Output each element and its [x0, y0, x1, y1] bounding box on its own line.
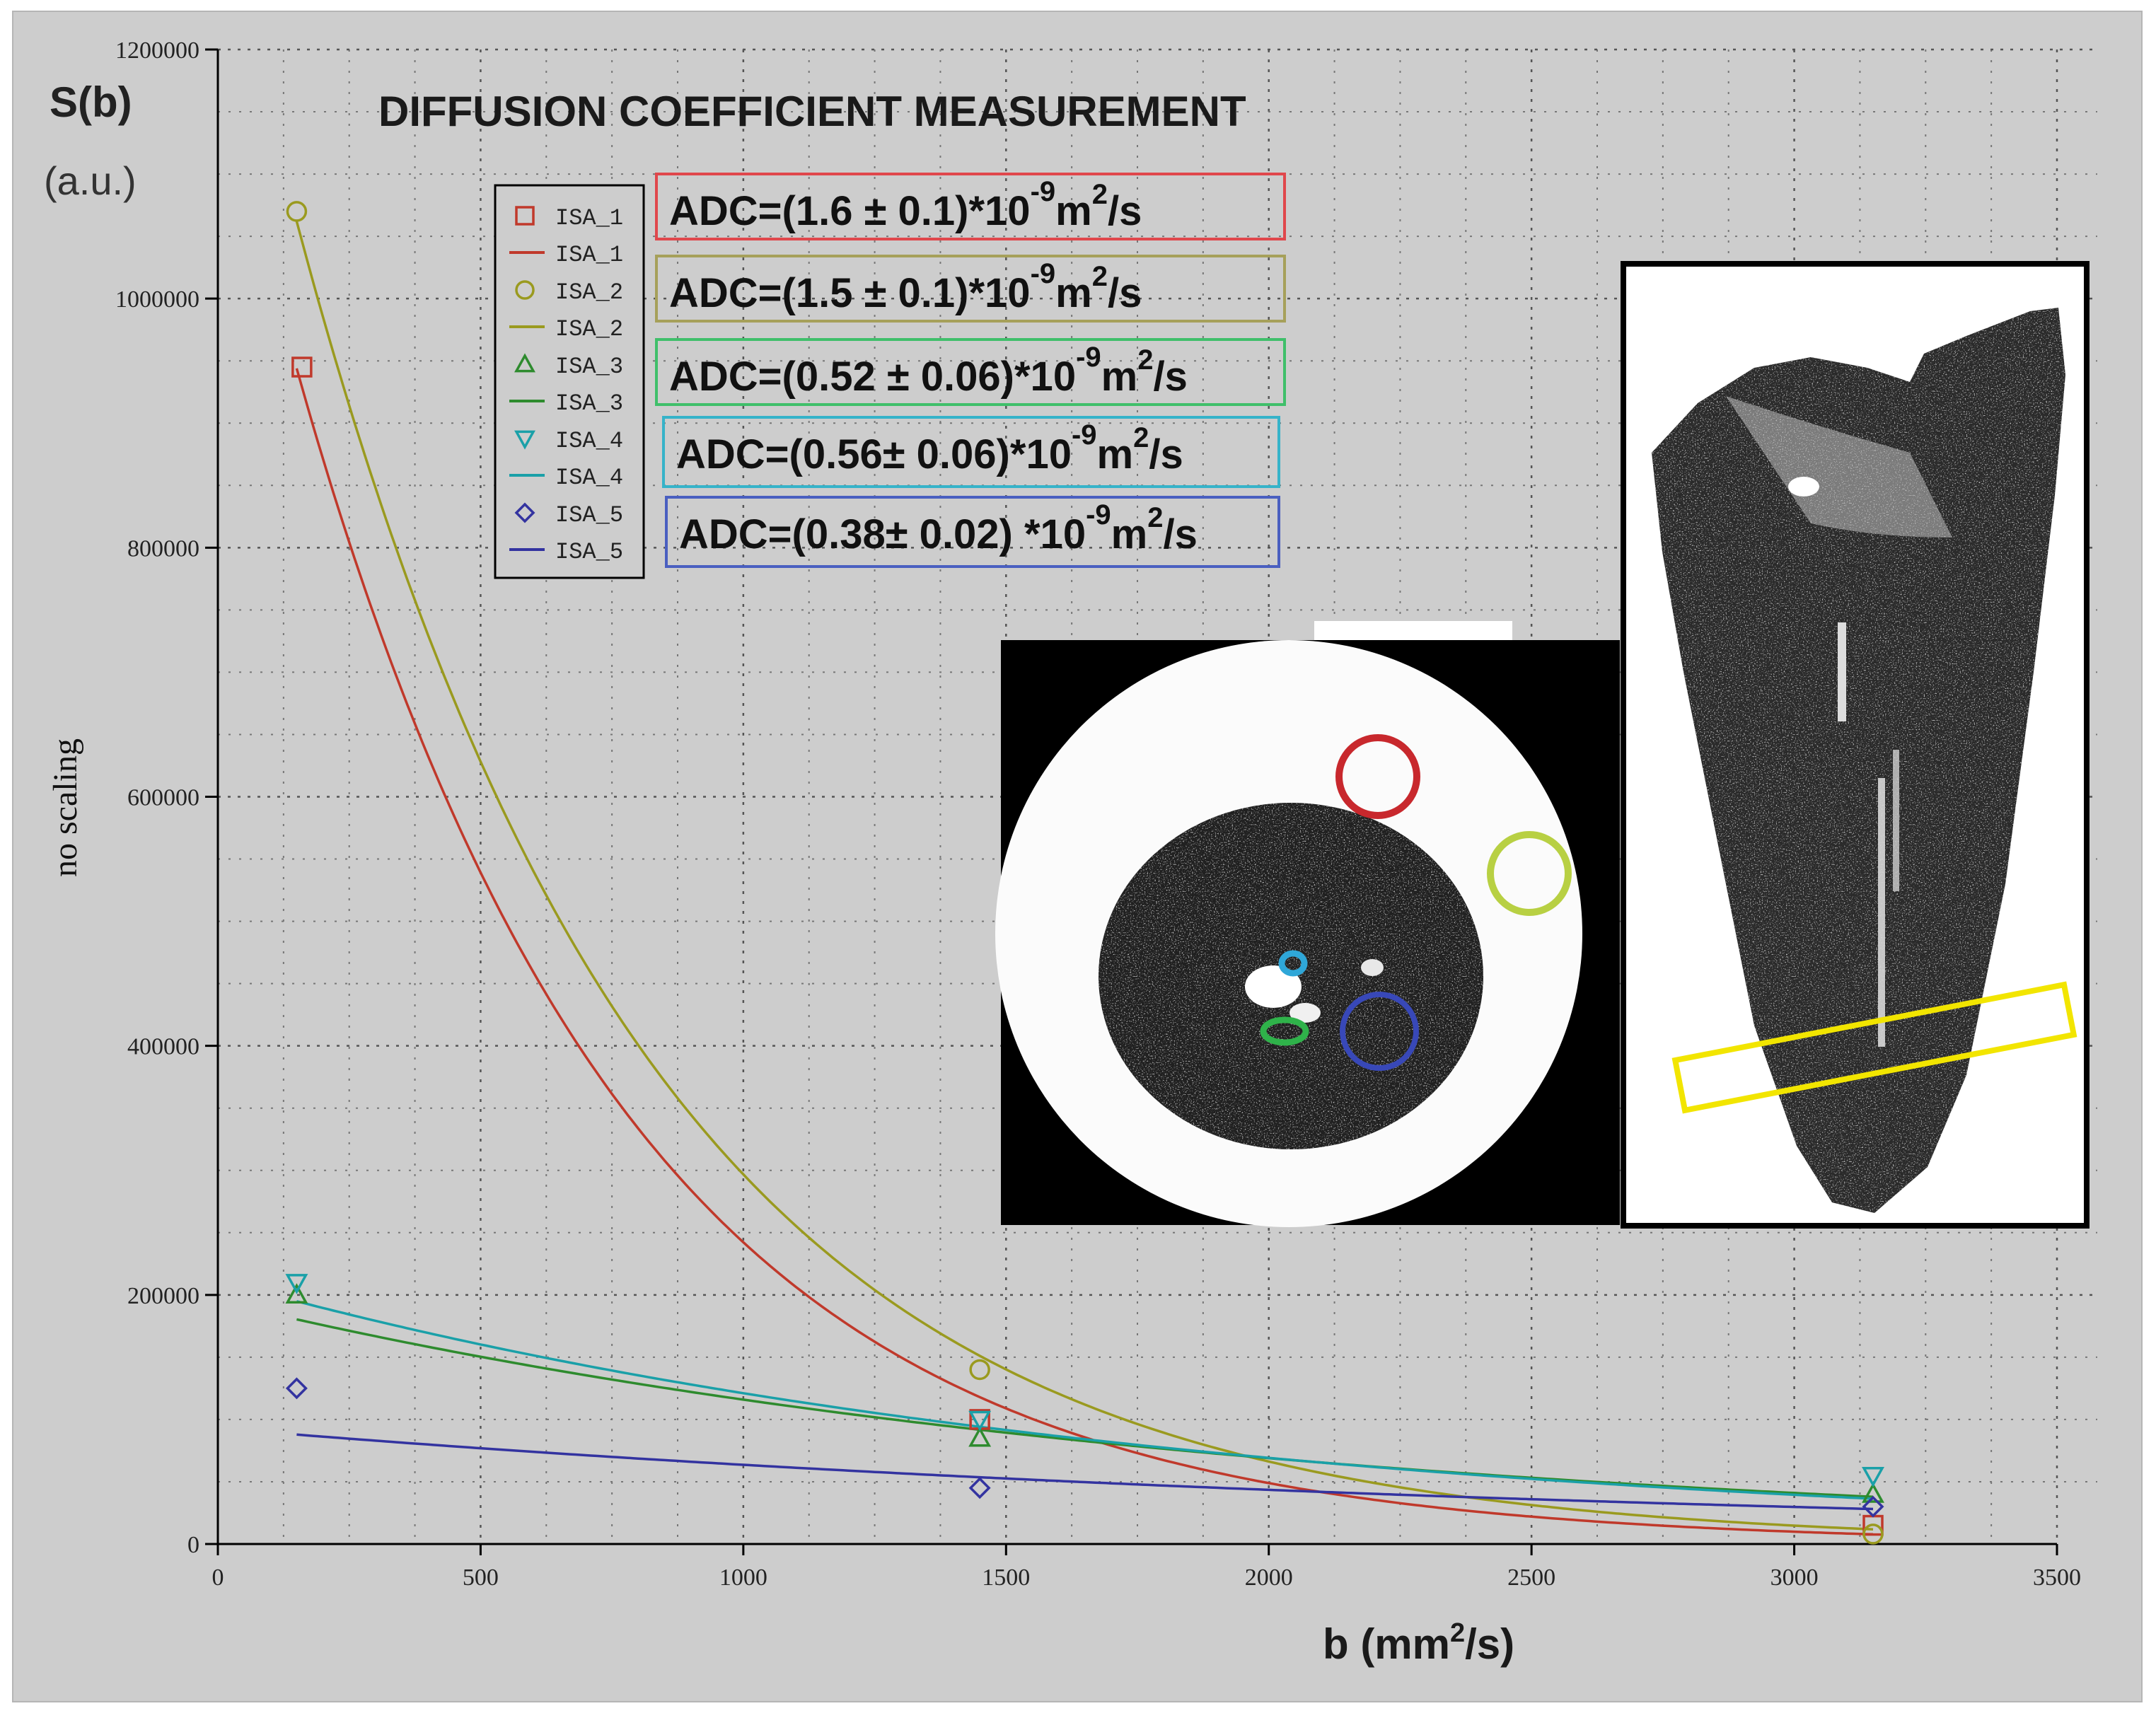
y-tick-label: 0 — [187, 1532, 199, 1558]
bright-spot — [1245, 965, 1302, 1008]
legend-label: ISA_1 — [555, 205, 623, 231]
data-point-isa_2 — [969, 1359, 990, 1381]
data-point-isa_2 — [1862, 1523, 1884, 1545]
bright-region — [1726, 396, 1952, 538]
fit-curve-isa_2 — [295, 221, 1874, 1531]
legend-frame — [494, 184, 645, 579]
roi-circle-isa4 — [1278, 950, 1308, 977]
y-tick-label: 600000 — [127, 785, 199, 811]
legend-marker-isa_3 — [514, 353, 535, 373]
legend-label: ISA_2 — [555, 279, 623, 306]
y-axis-rotated-label: no scaling — [47, 738, 84, 877]
inset-header-strip — [1314, 621, 1512, 642]
tick-labels: 0 500 1000 1500 2000 2500 3000 3500 0 200000 40000… — [115, 37, 2081, 1591]
data-point-isa_4 — [1862, 1467, 1884, 1487]
axial-mri-inset — [995, 621, 1620, 1227]
slice-indicator-box — [1671, 981, 2077, 1114]
coronal-mri-inset — [1621, 261, 2090, 1229]
adc-value-isa_2: ADC=(1.5 ± 0.1)*10-9m2/s — [669, 258, 1142, 316]
legend-marker-isa_4 — [514, 430, 535, 450]
legend-label: ISA_3 — [555, 390, 623, 417]
x-tick-label: 3500 — [2033, 1565, 2081, 1591]
legend-label: ISA_2 — [555, 316, 623, 342]
y-tick-label: 800000 — [127, 535, 199, 562]
adc-annotations: ADC=(1.6 ± 0.1)*10-9m2/s ADC=(1.5 ± 0.1)*… — [655, 173, 1286, 568]
x-tick-label: 2000 — [1245, 1565, 1293, 1591]
legend-marker-isa_1 — [515, 206, 535, 226]
bright-spot — [1788, 477, 1819, 497]
x-tick-label: 2500 — [1507, 1565, 1555, 1591]
adc-value-isa_5: ADC=(0.38± 0.02) *10-9m2/s — [679, 499, 1198, 557]
data-points — [285, 201, 1884, 1545]
x-tick-label: 1000 — [719, 1565, 767, 1591]
legend-label: ISA_1 — [555, 242, 623, 268]
y-axis-title: S(b) — [50, 79, 132, 126]
y-tick-label: 1000000 — [115, 286, 199, 313]
adc-box-isa_4 — [662, 416, 1280, 488]
x-tick-label: 3000 — [1770, 1565, 1819, 1591]
chart-title: DIFFUSION COEFFICIENT MEASUREMENT — [378, 88, 1246, 135]
bright-vessel — [1838, 622, 1846, 721]
roi-circle-isa5 — [1340, 992, 1419, 1071]
bright-spot — [1361, 959, 1384, 976]
legend: ISA_1 ISA_1 ISA_2 ISA_2 ISA_3 ISA_3 ISA_4 ISA_4… — [494, 184, 645, 579]
bright-vessel — [1878, 778, 1885, 1047]
roi-circle-isa3 — [1260, 1016, 1309, 1046]
data-point-isa_3 — [285, 1283, 308, 1304]
adc-box-isa_5 — [665, 496, 1280, 568]
adc-box-isa_1 — [655, 173, 1286, 240]
data-point-isa_5 — [285, 1377, 308, 1400]
data-point-isa_4 — [968, 1410, 992, 1432]
adc-value-isa_3: ADC=(0.52 ± 0.06)*10-9m2/s — [669, 342, 1188, 400]
fit-curve-isa_4 — [296, 1300, 1874, 1500]
roi-circle-isa1 — [1335, 734, 1420, 819]
legend-label: ISA_5 — [555, 502, 623, 528]
tissue-slab-texture — [1652, 308, 2065, 1213]
y-tick-label: 200000 — [127, 1283, 199, 1309]
bright-vessel — [1893, 750, 1899, 891]
adc-value-isa_1: ADC=(1.6 ± 0.1)*10-9m2/s — [669, 176, 1142, 234]
fit-curve-isa_5 — [296, 1433, 1874, 1511]
roi-circle-isa2 — [1487, 831, 1572, 916]
data-point-isa_5 — [968, 1477, 991, 1499]
legend-label: ISA_4 — [555, 428, 623, 454]
legend-label: ISA_3 — [555, 354, 623, 380]
data-point-isa_1 — [291, 356, 313, 378]
adc-box-isa_2 — [655, 255, 1286, 323]
legend-label: ISA_5 — [555, 539, 623, 565]
fit-curve-isa_1 — [295, 368, 1874, 1536]
adc-box-isa_3 — [655, 338, 1286, 406]
x-tick-label: 0 — [212, 1565, 224, 1591]
data-point-isa_4 — [285, 1274, 308, 1294]
y-tick-label: 400000 — [127, 1034, 199, 1060]
adc-value-isa_4: ADC=(0.56± 0.06)*10-9m2/s — [676, 419, 1183, 477]
legend-label: ISA_4 — [555, 465, 623, 491]
data-point-isa_3 — [968, 1426, 992, 1447]
legend-marker-isa_2 — [515, 280, 535, 300]
data-point-isa_5 — [1862, 1495, 1884, 1518]
x-tick-label: 500 — [463, 1565, 499, 1591]
data-point-isa_3 — [1862, 1482, 1884, 1503]
bright-spot — [1289, 1003, 1321, 1023]
y-tick-label: 1200000 — [115, 37, 199, 64]
fit-curves — [295, 221, 1874, 1536]
data-point-isa_2 — [286, 201, 308, 222]
x-axis-title: b (mm2/s) — [1323, 1618, 1514, 1668]
legend-marker-isa_5 — [514, 502, 535, 523]
fit-curve-isa_3 — [296, 1318, 1874, 1499]
x-tick-label: 1500 — [982, 1565, 1030, 1591]
y-axis-unit: (a.u.) — [44, 158, 137, 203]
